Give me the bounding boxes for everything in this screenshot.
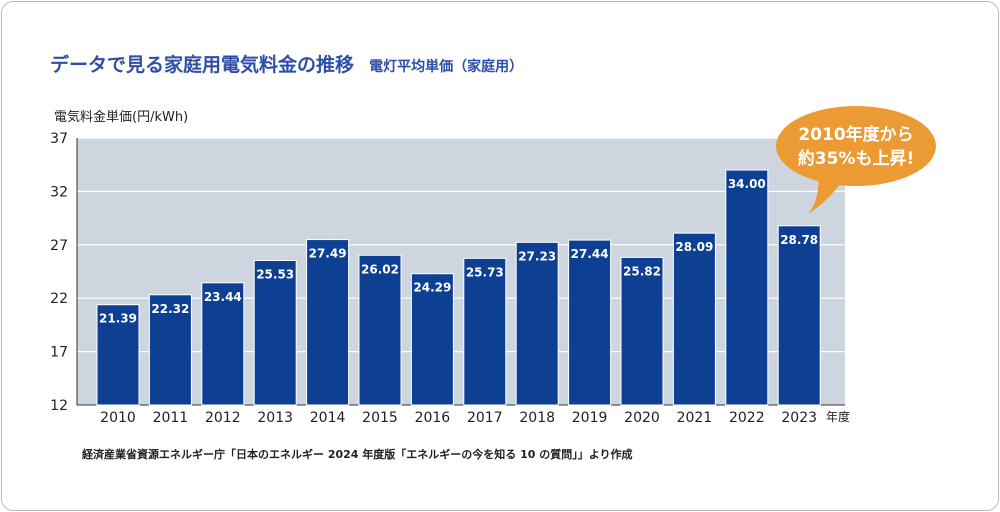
bar (358, 254, 402, 406)
x-tick-label: 2013 (257, 410, 293, 426)
bar-value-label: 27.49 (309, 247, 347, 261)
bar-value-label: 34.00 (728, 177, 766, 191)
bar-value-label: 21.39 (99, 312, 137, 326)
y-tick-label: 37 (50, 131, 68, 147)
callout-tail (808, 176, 846, 214)
bar-value-label: 28.78 (780, 233, 818, 247)
bar-value-label: 22.32 (151, 302, 189, 316)
x-tick-label: 2015 (362, 410, 398, 426)
bar (201, 282, 245, 406)
x-tick-label: 2017 (467, 410, 503, 426)
y-tick-label: 32 (50, 184, 68, 200)
bar (515, 241, 559, 406)
y-tick-label: 12 (50, 398, 68, 414)
title-row: データで見る家庭用電気料金の推移 電灯平均単価（家庭用） (50, 50, 523, 77)
callout-bubble (776, 106, 936, 186)
y-tick-label: 22 (50, 291, 68, 307)
x-tick-label: 2022 (729, 410, 765, 426)
x-tick-label: 2021 (677, 410, 713, 426)
x-axis-unit-label: 年度 (826, 409, 850, 424)
x-tick-label: 2019 (572, 410, 608, 426)
x-tick-label: 2014 (310, 410, 346, 426)
x-tick-label: 2011 (153, 410, 189, 426)
bar-value-label: 26.02 (361, 262, 399, 276)
bar (672, 232, 716, 406)
bar-value-label: 27.44 (571, 247, 609, 261)
chart-subtitle: 電灯平均単価（家庭用） (369, 59, 524, 75)
bar (620, 256, 664, 406)
bar (568, 239, 612, 406)
source-note: 経済産業省資源エネルギー庁「日本のエネルギー 2024 年度版「エネルギーの今を… (82, 448, 633, 461)
bar (96, 304, 140, 406)
x-tick-label: 2010 (100, 410, 136, 426)
x-tick-label: 2016 (415, 410, 451, 426)
bar (306, 239, 350, 406)
bar-value-label: 25.82 (623, 264, 661, 278)
x-tick-label: 2018 (519, 410, 555, 426)
bar-value-label: 23.44 (204, 290, 242, 304)
bar-value-label: 27.23 (518, 249, 556, 263)
bar (148, 294, 192, 406)
y-axis-label: 電気料金単価(円/kWh) (54, 110, 189, 125)
callout-line-1: 2010年度から (798, 124, 913, 145)
bar-value-label: 25.53 (256, 267, 294, 281)
x-tick-label: 2012 (205, 410, 241, 426)
y-tick-label: 27 (50, 238, 68, 254)
chart-title: データで見る家庭用電気料金の推移 (50, 54, 355, 76)
bar (463, 257, 507, 406)
callout-line-2: 約35%も上昇! (798, 148, 914, 169)
x-tick-label: 2023 (781, 410, 817, 426)
bar (410, 273, 454, 406)
bar-value-label: 24.29 (413, 281, 451, 295)
bar-value-label: 25.73 (466, 265, 504, 279)
bar (777, 225, 821, 406)
x-tick-label: 2020 (624, 410, 660, 426)
bar-value-label: 28.09 (675, 240, 713, 254)
y-tick-label: 17 (50, 345, 68, 361)
bar (253, 259, 297, 406)
bar (725, 169, 769, 406)
